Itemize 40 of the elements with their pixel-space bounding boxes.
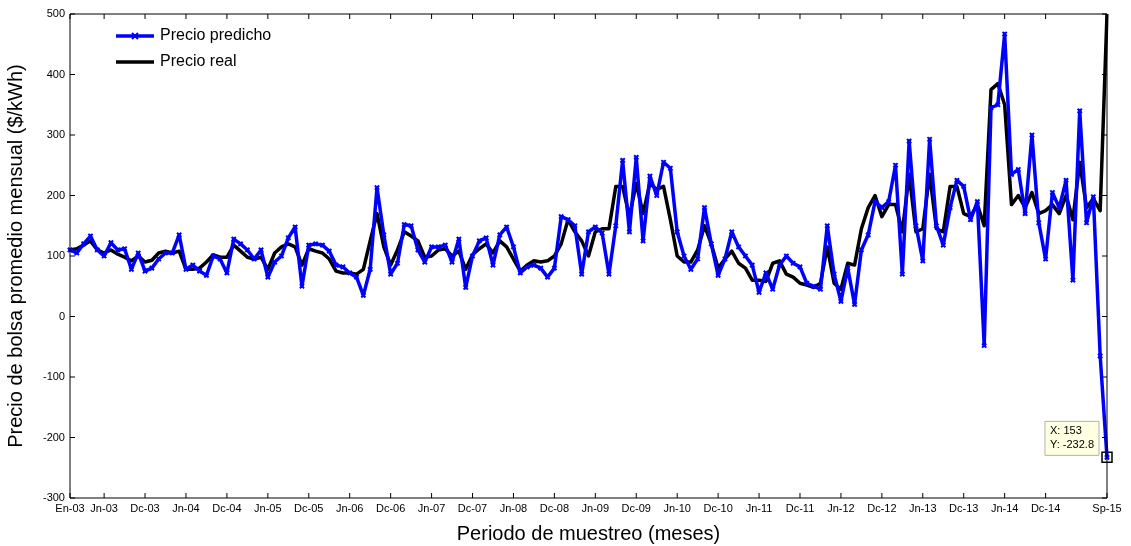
y-axis-title: Precio de bolsa promedio mensual ($/kWh) xyxy=(3,64,26,448)
x-tick-label: Jn-06 xyxy=(335,501,364,514)
x-tick-label: Dc-09 xyxy=(621,501,651,514)
y-tick-label: 500 xyxy=(46,7,65,20)
x-tick-label: Jn-07 xyxy=(417,501,446,514)
y-tick-label: -300 xyxy=(42,491,65,504)
y-tick-label: 0 xyxy=(58,309,65,322)
x-tick-label: Jn-04 xyxy=(172,501,200,514)
x-tick-label: Jn-14 xyxy=(990,501,1019,514)
x-tick-label: Dc-11 xyxy=(785,501,815,514)
x-tick-label: Jn-12 xyxy=(827,501,855,514)
x-tick-label: Jn-13 xyxy=(909,501,937,514)
y-tick-label: 200 xyxy=(46,188,65,201)
x-tick-label: Dc-05 xyxy=(294,501,324,514)
y-tick-label: 300 xyxy=(46,128,65,141)
x-tick-label: Dc-07 xyxy=(457,501,488,514)
x-tick-label: Sp-15 xyxy=(1092,501,1122,514)
x-tick-label: En-03 xyxy=(55,501,85,514)
x-tick-label: Jn-08 xyxy=(499,501,528,514)
y-tick-label: -100 xyxy=(42,370,65,383)
x-tick-label: Jn-10 xyxy=(663,501,691,514)
x-tick-label: Jn-11 xyxy=(745,501,773,514)
x-tick-label: Dc-08 xyxy=(539,501,570,514)
x-tick-label: Dc-10 xyxy=(703,501,733,514)
legend-label: Precio predicho xyxy=(160,26,272,44)
y-tick-label: 100 xyxy=(46,249,65,262)
x-tick-label: Dc-04 xyxy=(212,501,242,514)
x-tick-label: Dc-14 xyxy=(1030,501,1061,514)
y-tick-label: -200 xyxy=(42,430,65,443)
annotation: X: 153 Y: -232.8 xyxy=(1049,423,1095,450)
x-tick-label: Jn-09 xyxy=(581,501,610,514)
x-tick-label: Dc-06 xyxy=(375,501,406,514)
x-tick-label: Jn-03 xyxy=(90,501,118,514)
x-tick-label: Jn-05 xyxy=(254,501,282,514)
legend-label: Precio real xyxy=(160,52,237,70)
y-tick-label: 400 xyxy=(46,67,65,80)
x-tick-label: Dc-12 xyxy=(867,501,897,514)
x-tick-label: Dc-13 xyxy=(949,501,979,514)
x-tick-label: Dc-03 xyxy=(130,501,160,514)
x-axis-title: Periodo de muestreo (meses) xyxy=(456,521,721,544)
